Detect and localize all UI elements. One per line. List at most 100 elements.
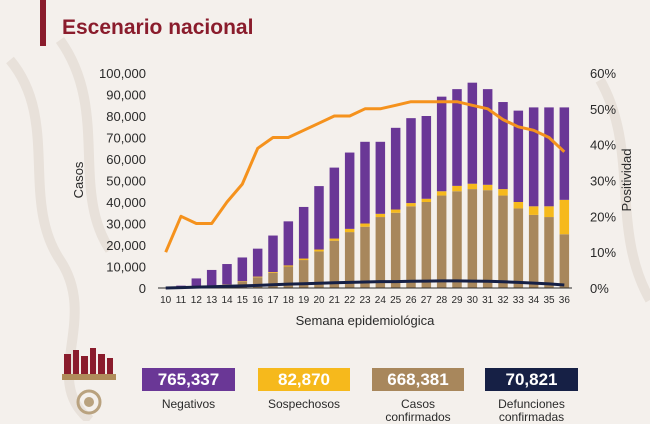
x-tick-label: 14: [221, 295, 233, 306]
y-tick-label: 30,000: [106, 217, 146, 232]
y2-tick-label: 50%: [590, 102, 616, 117]
bar-negativos: [360, 142, 370, 224]
bar-sospechosos: [422, 199, 432, 202]
x-tick-label: 10: [160, 295, 172, 306]
y2-tick-label: 10%: [590, 245, 616, 260]
defunciones-total-box: 70,821: [485, 368, 578, 391]
x-tick-label: 24: [375, 295, 387, 306]
bar-sospechosos: [468, 184, 478, 189]
x-tick-label: 17: [267, 295, 279, 306]
x-tick-label: 26: [405, 295, 417, 306]
sospechosos-total: 82,870: [278, 370, 330, 389]
x-tick-label: 20: [313, 295, 325, 306]
x-tick-label: 23: [359, 295, 371, 306]
bar-negativos: [345, 153, 355, 229]
y-tick-label: 60,000: [106, 152, 146, 167]
bar-negativos: [529, 107, 539, 206]
bar-confirmados: [391, 213, 401, 288]
bar-negativos: [391, 128, 401, 210]
x-tick-label: 29: [451, 295, 463, 306]
bar-sospechosos: [437, 191, 447, 195]
confirmados-label: Casos confirmados: [372, 398, 464, 424]
bar-sospechosos: [514, 202, 524, 208]
government-logo: [60, 346, 118, 418]
bar-sospechosos: [253, 277, 263, 278]
y2-tick-label: 40%: [590, 138, 616, 153]
bar-negativos: [207, 270, 217, 286]
y2-tick-label: 30%: [590, 174, 616, 189]
bar-sospechosos: [391, 210, 401, 213]
cases-chart: 100,00090,00080,00070,00060,00050,00040,…: [0, 0, 650, 345]
bar-confirmados: [345, 232, 355, 288]
y2-axis-title: Positividad: [619, 149, 634, 212]
bar-negativos: [468, 83, 478, 184]
bar-confirmados: [514, 208, 524, 288]
y2-tick-label: 60%: [590, 66, 616, 81]
x-tick-label: 13: [206, 295, 218, 306]
y-tick-label: 0: [139, 281, 146, 296]
bar-negativos: [422, 116, 432, 199]
y-tick-label: 50,000: [106, 174, 146, 189]
x-tick-label: 21: [329, 295, 341, 306]
bar-negativos: [253, 249, 263, 277]
bar-sospechosos: [406, 203, 416, 206]
bar-negativos: [498, 102, 508, 189]
bar-negativos: [222, 264, 232, 284]
bar-negativos: [314, 186, 324, 249]
y-tick-label: 40,000: [106, 195, 146, 210]
x-tick-label: 33: [513, 295, 525, 306]
bar-negativos: [268, 236, 278, 273]
bar-sospechosos: [529, 206, 539, 215]
bar-confirmados: [406, 206, 416, 288]
x-tick-label: 15: [237, 295, 249, 306]
sospechosos-label: Sospechosos: [258, 398, 350, 411]
x-tick-label: 30: [467, 295, 479, 306]
confirmados-total-box: 668,381: [372, 368, 464, 391]
sospechosos-total-box: 82,870: [258, 368, 350, 391]
negativos-label: Negativos: [142, 398, 235, 411]
x-tick-label: 22: [344, 295, 356, 306]
bar-negativos: [437, 97, 447, 192]
y-axis-title: Casos: [71, 161, 86, 198]
negativos-total: 765,337: [158, 370, 219, 389]
x-tick-label: 11: [176, 295, 187, 306]
bar-sospechosos: [330, 239, 340, 241]
bar-sospechosos: [345, 229, 355, 232]
bar-negativos: [238, 257, 248, 281]
bar-sospechosos: [376, 214, 386, 217]
defunciones-label: Defunciones confirmadas: [485, 398, 578, 424]
bar-confirmados: [498, 196, 508, 288]
bar-confirmados: [376, 217, 386, 288]
x-tick-label: 34: [528, 295, 540, 306]
bar-negativos: [330, 168, 340, 239]
defunciones-total: 70,821: [506, 370, 558, 389]
bar-sospechosos: [360, 224, 370, 227]
x-tick-label: 35: [543, 295, 555, 306]
x-tick-label: 12: [191, 295, 203, 306]
y-tick-label: 20,000: [106, 238, 146, 253]
bar-confirmados: [437, 196, 447, 288]
x-tick-label: 32: [497, 295, 509, 306]
x-tick-label: 19: [298, 295, 310, 306]
bar-sospechosos: [299, 259, 309, 261]
bar-confirmados: [483, 190, 493, 288]
bar-confirmados: [544, 217, 554, 288]
bar-confirmados: [422, 202, 432, 288]
x-axis-title: Semana epidemiológica: [296, 313, 436, 328]
y2-tick-label: 20%: [590, 209, 616, 224]
y-tick-label: 90,000: [106, 88, 146, 103]
x-tick-label: 27: [421, 295, 433, 306]
bar-confirmados: [560, 234, 570, 288]
bar-negativos: [483, 89, 493, 185]
bar-sospechosos: [544, 206, 554, 217]
x-tick-label: 31: [482, 295, 494, 306]
y-tick-label: 80,000: [106, 109, 146, 124]
y-tick-label: 10,000: [106, 260, 146, 275]
x-tick-label: 16: [252, 295, 264, 306]
bar-sospechosos: [452, 186, 462, 191]
bar-negativos: [299, 207, 309, 259]
bar-sospechosos: [268, 272, 278, 273]
bar-negativos: [544, 107, 554, 206]
bar-sospechosos: [560, 200, 570, 234]
bar-confirmados: [468, 189, 478, 288]
